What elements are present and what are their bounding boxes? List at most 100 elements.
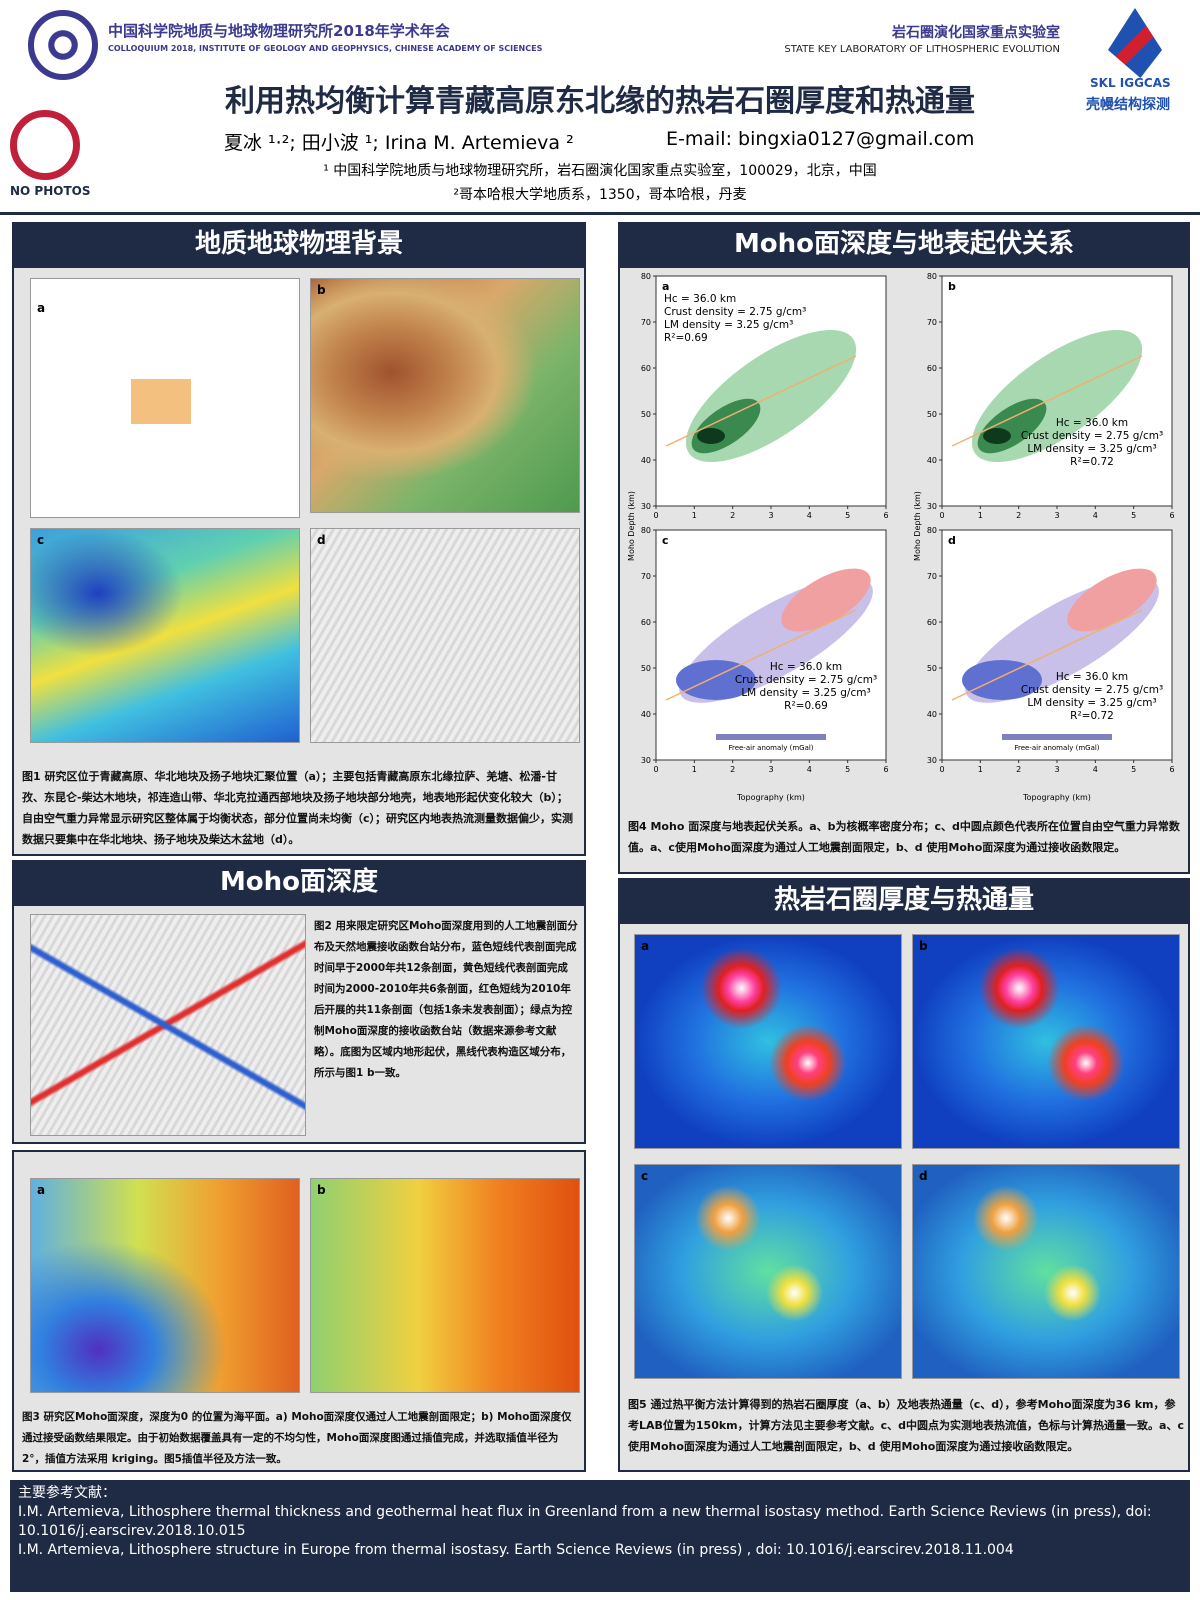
figure-box: a b 图3 研究区Moho面深度，深度为0 的位置为海平面。a) Moho面深…: [12, 1150, 586, 1472]
reference: I.M. Artemieva, Lithosphere structure in…: [18, 1542, 1014, 1558]
conf-en: COLLOQUIUM 2018, INSTITUTE OF GEOLOGY AN…: [108, 44, 543, 53]
annotation: R²=0.72: [1070, 456, 1114, 468]
references: 主要参考文献： I.M. Artemieva, Lithosphere ther…: [10, 1480, 1190, 1592]
reference: I.M. Artemieva, Lithosphere thermal thic…: [18, 1504, 1152, 1539]
trend-line: [665, 355, 857, 447]
annotation: R²=0.69: [664, 332, 708, 344]
annotation: Crust density = 2.75 g/cm³: [664, 306, 806, 318]
x-tick-label: 2: [1016, 765, 1021, 774]
y-tick-label: 80: [927, 526, 937, 535]
x-tick-label: 4: [1093, 765, 1098, 774]
panel-label: a: [37, 301, 46, 315]
y-tick-label: 50: [641, 664, 651, 673]
annotation: LM density = 3.25 g/cm³: [1027, 697, 1156, 709]
y-tick-label: 30: [641, 756, 651, 765]
map: [30, 914, 306, 1136]
affiliation: ²哥本哈根大学地质系，1350，哥本哈根，丹麦: [453, 187, 747, 203]
caption: 图5 通过热平衡方法计算得到的热岩石圈厚度（a、b）及地表热通量（c、d），参考…: [628, 1398, 1184, 1453]
y-tick-label: 50: [641, 410, 651, 419]
annotation: Hc = 36.0 km: [1056, 417, 1128, 429]
y-tick-label: 80: [927, 272, 937, 281]
x-tick-label: 1: [692, 765, 697, 774]
figure-box: a b c d 图5 通过热平衡方法计算得到的热岩石圈厚度（a、b）及地表热通量…: [618, 922, 1190, 1472]
trend-line: [665, 609, 857, 701]
x-tick-label: 1: [692, 511, 697, 520]
x-tick-label: 3: [768, 511, 773, 520]
x-tick-label: 5: [845, 765, 850, 774]
density: [697, 428, 725, 444]
x-tick-label: 0: [653, 511, 658, 520]
y-tick-label: 70: [641, 572, 651, 581]
title: 利用热均衡计算青藏高原东北缘的热岩石圈厚度和热通量: [225, 84, 975, 119]
y-tick-label: 70: [641, 318, 651, 327]
colorbar: [1002, 734, 1112, 740]
panel-label: a: [662, 280, 669, 293]
lab-logo: [1108, 8, 1162, 78]
x-tick-label: 3: [768, 765, 773, 774]
colorbar-label: Free-air anomaly (mGal): [1014, 744, 1099, 752]
trend-line: [951, 609, 1143, 701]
x-tick-label: 5: [845, 511, 850, 520]
annotation: R²=0.72: [1070, 710, 1114, 722]
logo-en: SKL IGGCAS: [1090, 76, 1171, 90]
caption: 图2 用来限定研究区Moho面深度用到的人工地震剖面分布及天然地震接收函数台站分…: [314, 920, 578, 1079]
annotation: LM density = 3.25 g/cm³: [741, 687, 870, 699]
y-axis-label: Moho Depth (km): [627, 491, 636, 561]
density: [983, 428, 1011, 444]
no-photos-icon: [10, 110, 80, 180]
map: b: [310, 1178, 580, 1393]
conf-cn: 中国科学院地质与地球物理研究所2018年学术年会: [108, 22, 450, 40]
map: a: [30, 1178, 300, 1393]
x-tick-label: 1: [978, 511, 983, 520]
caption: 图4 Moho 面深度与地表起伏关系。a、b为核概率密度分布；c、d中圆点颜色代…: [628, 820, 1180, 854]
panel-label: d: [948, 534, 956, 547]
y-tick-label: 70: [927, 572, 937, 581]
panel-label: d: [919, 1169, 928, 1183]
affiliation: ¹ 中国科学院地质与地球物理研究所，岩石圈演化国家重点实验室，100029，北京…: [323, 163, 877, 179]
y-axis-label: Moho Depth (km): [913, 491, 922, 561]
section-heading: Moho面深度: [12, 860, 586, 904]
study-area: [131, 379, 191, 424]
annotation: Crust density = 2.75 g/cm³: [735, 674, 877, 686]
no-photos: NO PHOTOS: [10, 184, 91, 198]
annotation: Hc = 36.0 km: [1056, 671, 1128, 683]
x-tick-label: 6: [1169, 511, 1174, 520]
y-tick-label: 40: [927, 710, 937, 719]
trend-line: [951, 355, 1143, 447]
y-tick-label: 60: [927, 618, 937, 627]
colorbar: [716, 734, 826, 740]
map: d: [310, 528, 580, 743]
x-tick-label: 4: [1093, 511, 1098, 520]
caption: 图1 研究区位于青藏高原、华北地块及扬子地块汇聚位置（a）；主要包括青藏高原东北…: [22, 770, 574, 846]
x-tick-label: 6: [883, 765, 888, 774]
scatter-cloud: [1067, 568, 1157, 632]
section-heading: Moho面深度与地表起伏关系: [618, 222, 1190, 266]
y-tick-label: 50: [927, 410, 937, 419]
panel-label: a: [641, 939, 650, 953]
x-tick-label: 3: [1054, 511, 1059, 520]
x-tick-label: 0: [939, 511, 944, 520]
x-tick-label: 2: [1016, 511, 1021, 520]
panel-label: b: [948, 280, 956, 293]
map: a: [30, 278, 300, 518]
authors: 夏冰 ¹·²; 田小波 ¹; Irina M. Artemieva ²: [224, 132, 574, 154]
annotation: Crust density = 2.75 g/cm³: [1021, 430, 1163, 442]
x-tick-label: 6: [883, 511, 888, 520]
x-tick-label: 0: [939, 765, 944, 774]
y-tick-label: 80: [641, 272, 651, 281]
x-tick-label: 6: [1169, 765, 1174, 774]
lab-en: STATE KEY LABORATORY OF LITHOSPHERIC EVO…: [784, 44, 1060, 55]
panel-label: c: [641, 1169, 649, 1183]
panel-label: b: [919, 939, 928, 953]
annotation: Hc = 36.0 km: [664, 293, 736, 305]
panel-label: d: [317, 533, 326, 547]
y-tick-label: 30: [927, 756, 937, 765]
annotation: Hc = 36.0 km: [770, 661, 842, 673]
colorbar-label: Free-air anomaly (mGal): [728, 744, 813, 752]
x-tick-label: 4: [807, 511, 812, 520]
y-tick-label: 60: [641, 618, 651, 627]
x-tick-label: 5: [1131, 765, 1136, 774]
map: c: [30, 528, 300, 743]
